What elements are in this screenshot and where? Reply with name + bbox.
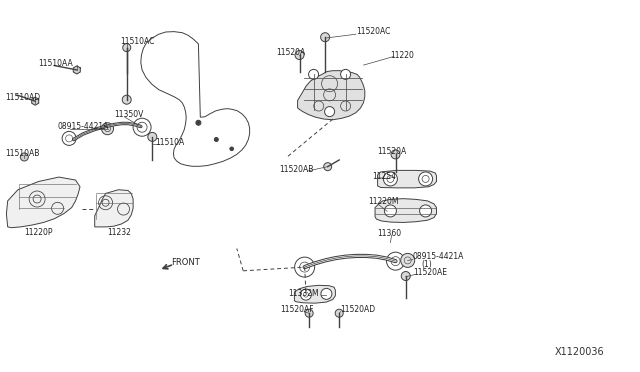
Text: 11520AF: 11520AF (280, 305, 314, 314)
Text: 11520A: 11520A (378, 147, 407, 156)
Circle shape (196, 120, 201, 125)
Circle shape (387, 252, 404, 270)
Text: 11510AD: 11510AD (5, 93, 40, 102)
Circle shape (133, 118, 151, 136)
Circle shape (391, 150, 400, 159)
Circle shape (419, 172, 433, 186)
Text: 11332M: 11332M (288, 289, 319, 298)
Circle shape (214, 138, 218, 141)
Text: 11232: 11232 (108, 228, 131, 237)
Text: 11350V: 11350V (114, 110, 143, 119)
Circle shape (324, 107, 335, 116)
Circle shape (300, 289, 312, 300)
Polygon shape (298, 71, 365, 120)
Text: 11360: 11360 (378, 229, 402, 238)
Text: 08915-4421A: 08915-4421A (413, 252, 464, 261)
Circle shape (230, 147, 234, 151)
Polygon shape (6, 177, 80, 228)
Circle shape (148, 132, 157, 141)
Text: 11520AE: 11520AE (413, 268, 447, 277)
Text: 11510AB: 11510AB (5, 149, 40, 158)
Circle shape (401, 253, 415, 267)
Text: 11520A: 11520A (276, 48, 306, 57)
Text: 11520AD: 11520AD (340, 305, 376, 314)
Circle shape (383, 172, 397, 186)
Circle shape (308, 70, 319, 79)
Text: 11510AA: 11510AA (38, 59, 73, 68)
Text: 11220: 11220 (390, 51, 414, 60)
Circle shape (122, 95, 131, 104)
Circle shape (401, 272, 410, 280)
Text: 11220P: 11220P (24, 228, 53, 237)
Circle shape (335, 309, 343, 317)
Text: 11220M: 11220M (369, 197, 399, 206)
Polygon shape (95, 190, 133, 227)
Polygon shape (32, 97, 38, 105)
Text: 11520AC: 11520AC (356, 27, 390, 36)
Text: 11520AB: 11520AB (279, 165, 314, 174)
Text: 11510A: 11510A (155, 138, 184, 147)
Circle shape (340, 70, 351, 79)
Polygon shape (375, 199, 436, 222)
Circle shape (295, 51, 304, 60)
Circle shape (321, 33, 330, 42)
Circle shape (102, 123, 113, 135)
Circle shape (321, 288, 332, 299)
Circle shape (385, 205, 396, 217)
Polygon shape (74, 66, 80, 74)
Circle shape (324, 163, 332, 171)
Text: (1): (1) (421, 260, 432, 269)
Circle shape (294, 257, 315, 277)
Circle shape (123, 44, 131, 52)
Circle shape (20, 153, 28, 161)
Text: 11510AC: 11510AC (120, 37, 155, 46)
Circle shape (305, 309, 313, 317)
Text: 08915-4421A: 08915-4421A (58, 122, 109, 131)
Circle shape (62, 131, 76, 145)
Polygon shape (378, 170, 436, 188)
Circle shape (420, 205, 431, 217)
Text: X1120036: X1120036 (554, 347, 604, 356)
Text: 11254: 11254 (372, 172, 396, 181)
Text: FRONT: FRONT (172, 258, 200, 267)
Polygon shape (294, 285, 335, 303)
